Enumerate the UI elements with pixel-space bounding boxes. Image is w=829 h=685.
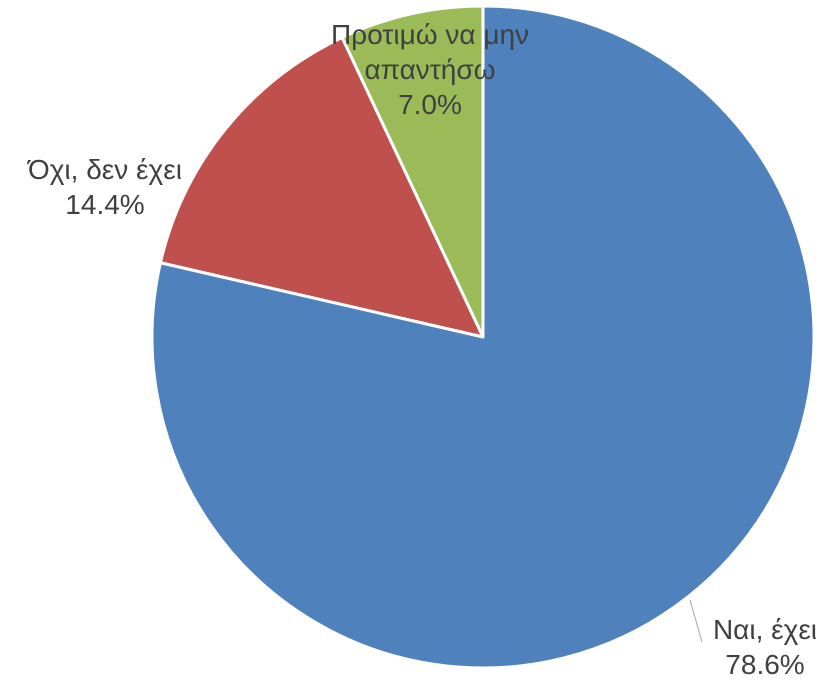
value-label: 7.0% bbox=[398, 89, 462, 120]
pie-slice bbox=[340, 4, 485, 339]
category-label: Όχι, δεν έχει bbox=[28, 154, 182, 185]
slice-label: Όχι, δεν έχει 14.4% bbox=[0, 152, 215, 222]
category-label: Ναι, έχει bbox=[712, 614, 818, 645]
category-label: Προτιμώ να μην απαντήσω bbox=[330, 19, 530, 85]
value-label: 14.4% bbox=[65, 189, 145, 220]
pie-slice bbox=[158, 36, 485, 339]
slice-label: Ναι, έχει 78.6% bbox=[690, 612, 829, 682]
pie-slice bbox=[150, 4, 816, 670]
slice-label: Προτιμώ να μην απαντήσω 7.0% bbox=[300, 17, 560, 122]
value-label: 78.6% bbox=[725, 649, 805, 680]
leader-line bbox=[689, 599, 703, 643]
